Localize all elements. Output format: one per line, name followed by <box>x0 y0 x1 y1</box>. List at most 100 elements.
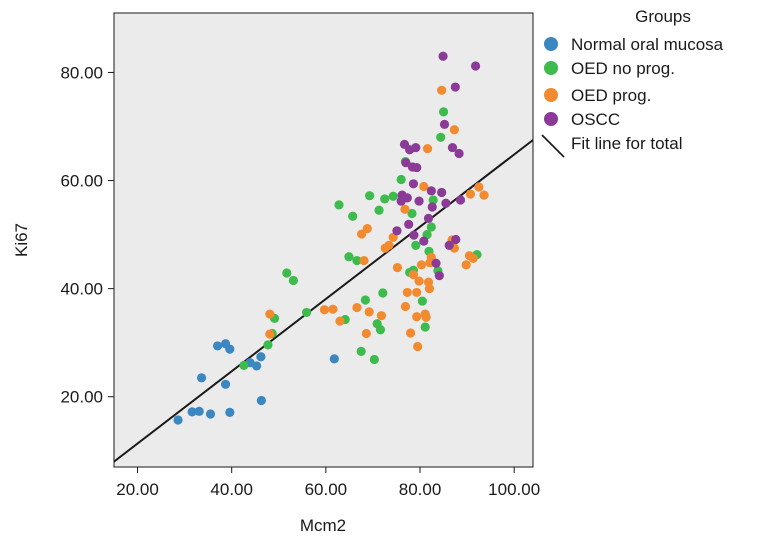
data-point <box>288 275 298 286</box>
x-tick-label: 60.00 <box>305 480 348 499</box>
data-point <box>408 269 419 280</box>
x-tick-label: 40.00 <box>210 480 253 499</box>
legend-fit-line-marker <box>541 134 565 158</box>
data-point <box>474 182 484 192</box>
legend-fit-label: Fit line for total <box>571 134 683 153</box>
series-1 <box>239 107 482 370</box>
data-point <box>412 287 422 298</box>
data-point <box>439 119 450 129</box>
data-point <box>396 174 406 185</box>
data-point <box>205 409 216 419</box>
data-point <box>419 236 429 246</box>
y-tick-label: 60.00 <box>60 172 103 191</box>
data-point <box>212 341 223 351</box>
data-point <box>334 200 344 210</box>
data-point <box>400 204 410 214</box>
y-axis: 20.00 40.00 60.00 80.00 <box>60 63 114 407</box>
data-point <box>392 262 403 273</box>
series-0 <box>173 339 339 425</box>
legend-marker <box>544 61 558 75</box>
data-point <box>444 240 454 251</box>
data-point <box>409 230 419 240</box>
legend-label: OED prog. <box>571 86 651 105</box>
data-point <box>265 329 275 339</box>
data-point <box>421 312 431 322</box>
data-point <box>328 304 338 314</box>
data-point <box>392 226 402 236</box>
legend-marker <box>544 112 558 126</box>
data-point <box>401 158 411 168</box>
data-point <box>451 234 461 245</box>
data-point <box>455 195 466 205</box>
data-point <box>378 288 388 298</box>
data-point <box>411 142 421 153</box>
data-point <box>282 268 292 278</box>
data-point <box>438 51 448 61</box>
data-point <box>426 222 436 232</box>
data-point <box>364 307 374 317</box>
data-point <box>329 354 339 364</box>
x-tick-label: 20.00 <box>116 480 159 499</box>
data-point <box>419 181 429 192</box>
data-point <box>256 395 266 406</box>
data-point <box>407 208 417 219</box>
data-point <box>426 186 436 196</box>
legend-marker <box>544 37 558 51</box>
data-point <box>225 407 235 418</box>
data-point <box>423 213 434 223</box>
data-point <box>422 144 433 154</box>
data-point <box>239 360 249 370</box>
data-point <box>441 198 451 208</box>
data-point <box>416 260 427 270</box>
data-point <box>220 379 231 389</box>
data-point <box>414 276 424 286</box>
data-point <box>420 322 430 332</box>
data-point <box>447 142 458 153</box>
data-point <box>414 196 424 206</box>
data-point <box>417 296 427 306</box>
data-point <box>411 240 421 251</box>
data-point <box>359 255 369 266</box>
data-point <box>404 219 414 229</box>
data-point <box>352 255 362 266</box>
data-point <box>384 240 394 251</box>
data-point <box>400 301 411 312</box>
data-point <box>479 190 489 200</box>
data-point <box>412 162 422 173</box>
fit-line <box>114 139 533 463</box>
data-point <box>465 189 475 199</box>
data-point <box>468 253 478 263</box>
x-axis-title: Mcm2 <box>300 516 346 535</box>
series-3 <box>392 51 481 281</box>
legend-marker <box>544 88 558 102</box>
data-point <box>256 352 266 362</box>
data-point <box>301 307 312 318</box>
x-tick-label: 100.00 <box>488 480 540 499</box>
data-point <box>405 328 416 338</box>
data-point <box>375 325 386 335</box>
data-point <box>360 295 370 305</box>
data-point <box>380 194 390 204</box>
data-point <box>335 316 345 326</box>
legend-label: Normal oral mucosa <box>571 35 724 54</box>
data-point <box>402 193 412 203</box>
y-tick-label: 20.00 <box>60 388 103 407</box>
x-axis: 20.00 40.00 60.00 80.00 100.00 <box>116 467 540 499</box>
data-point <box>424 284 435 294</box>
data-point <box>450 82 460 92</box>
plot-area <box>113 12 534 468</box>
data-point <box>388 191 398 201</box>
data-point <box>438 107 449 117</box>
data-point <box>454 148 464 159</box>
legend: Groups Normal oral mucosa OED no prog. OED … <box>541 7 724 158</box>
data-point <box>344 252 354 262</box>
x-tick-label: 80.00 <box>399 480 442 499</box>
data-point <box>362 224 372 234</box>
data-point <box>461 260 471 270</box>
y-tick-label: 80.00 <box>60 63 103 82</box>
data-point <box>173 415 183 425</box>
data-point <box>408 179 419 189</box>
data-point <box>369 354 379 365</box>
data-point <box>470 61 481 71</box>
